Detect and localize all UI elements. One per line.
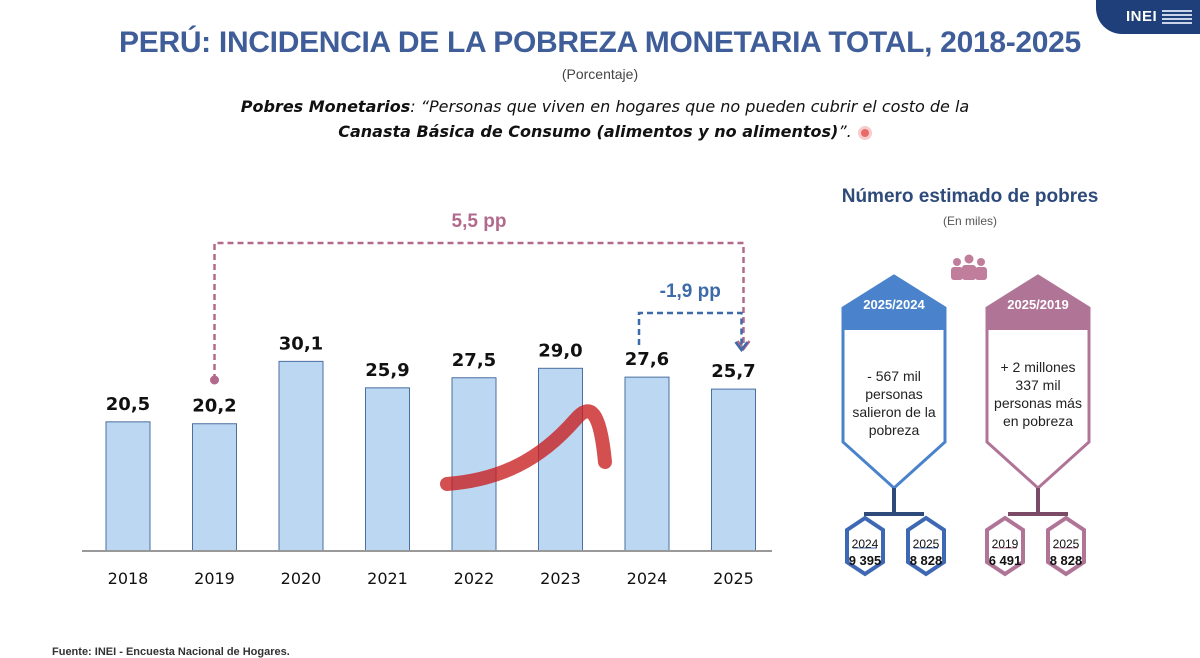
tick-label-2020: 2020 (281, 569, 322, 588)
value-label-2021: 25,9 (365, 360, 409, 381)
bracket-2024-2025 (637, 311, 743, 350)
right-year-2: 2025 8 828 (1038, 537, 1094, 568)
value-label-2020: 30,1 (279, 333, 323, 354)
tick-label-2025: 2025 (713, 569, 754, 588)
bar-2022 (451, 377, 497, 552)
left-year-1: 2024 9 395 (837, 537, 893, 568)
tick-label-2022: 2022 (454, 569, 495, 588)
year-label: 2019 (991, 537, 1019, 551)
year-label: 2024 (851, 537, 879, 551)
poverty-bar-chart: 20,5 2018 20,2 2019 30,1 2020 25,9 2021 27,5 2022… (82, 211, 772, 588)
year-value: 6 491 (988, 553, 1022, 568)
right-year-1: 2019 6 491 (977, 537, 1033, 568)
tick-label-2018: 2018 (108, 569, 149, 588)
logo-lines (1162, 10, 1192, 26)
page-title: PERÚ: INCIDENCIA DE LA POBREZA MONETARIA… (119, 26, 1081, 59)
left-shield (841, 274, 947, 577)
value-label-2018: 20,5 (106, 394, 150, 415)
annotation-label-2024-2025: -1,9 pp (660, 281, 721, 302)
definition-end: ”. (838, 122, 852, 141)
right-shield-tag: 2025/2019 (1007, 297, 1069, 312)
year-value: 8 828 (909, 553, 943, 568)
value-label-2023: 29,0 (538, 340, 582, 361)
source-note: Fuente: INEI - Encuesta Nacional de Hoga… (52, 646, 290, 658)
value-label-2025: 25,7 (711, 361, 755, 382)
tick-label-2024: 2024 (627, 569, 668, 588)
record-dot-icon (857, 125, 872, 140)
bar-2025 (711, 388, 756, 552)
tick-label-2021: 2021 (367, 569, 408, 588)
definition-bold: Canasta Básica de Consumo (alimentos y n… (338, 122, 839, 141)
year-label: 2025 (912, 537, 940, 551)
bar-2019 (192, 423, 237, 552)
annotation-label-2019-2025: 5,5 pp (452, 211, 507, 232)
hand-drawn-arrow-icon (440, 404, 612, 491)
tick-label-2019: 2019 (194, 569, 235, 588)
right-shield-description: + 2 millones 337 mil personas más en pob… (994, 359, 1082, 429)
right-shield (985, 274, 1091, 577)
panel-title: Número estimado de pobres (841, 186, 1099, 207)
bracket-arrowhead (734, 341, 749, 353)
bar-2023 (538, 367, 583, 552)
definition-text: : “Personas que viven en hogares que no … (410, 97, 970, 116)
bracket-2019-2025 (213, 241, 745, 380)
inei-logo: INEI (1096, 0, 1200, 34)
bar-2024 (624, 376, 670, 552)
tick-label-2023: 2023 (540, 569, 581, 588)
bar-2021 (365, 387, 410, 552)
left-shield-description: - 567 mil personas salieron de la pobrez… (852, 368, 936, 438)
value-label-2019: 20,2 (192, 396, 236, 417)
bar-2020 (278, 360, 324, 552)
panel-subtitle: (En miles) (942, 214, 997, 228)
definition-term: Pobres Monetarios (240, 97, 411, 116)
page-subtitle: (Porcentaje) (561, 66, 639, 82)
poverty-definition: Pobres Monetarios: “Personas que viven e… (140, 94, 1070, 144)
value-label-2024: 27,6 (625, 349, 669, 370)
value-label-2022: 27,5 (452, 350, 496, 371)
year-value: 9 395 (848, 553, 882, 568)
left-year-2: 2025 8 828 (898, 537, 954, 568)
year-label: 2025 (1052, 537, 1080, 551)
year-value: 8 828 (1049, 553, 1083, 568)
bracket-start-dot (210, 375, 219, 385)
logo-text: INEI (1126, 8, 1158, 25)
left-shield-tag: 2025/2024 (863, 297, 925, 312)
people-icon (951, 254, 987, 280)
